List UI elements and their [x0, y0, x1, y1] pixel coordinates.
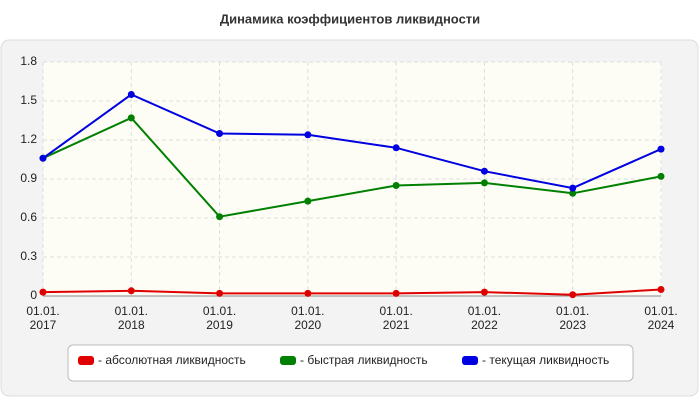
- x-tick-label: 01.01. 2019: [202, 304, 237, 332]
- point: [304, 289, 312, 297]
- point: [657, 172, 665, 180]
- point: [127, 91, 135, 98]
- x-tick-label: 01.01. 2023: [556, 304, 590, 332]
- y-tick-label: 1.5: [20, 93, 37, 107]
- point: [657, 286, 665, 293]
- y-tick-label: 1.2: [20, 132, 37, 146]
- x-tick-label: 01.01. 2017: [26, 304, 60, 332]
- x-tick-label: 01.01. 2024: [644, 304, 678, 332]
- y-tick-label: 0.9: [20, 171, 37, 185]
- point: [569, 291, 577, 299]
- x-tick-label: 01.01. 2018: [114, 304, 148, 332]
- point: [480, 167, 488, 175]
- series-line: [42, 93, 662, 190]
- y-tick-label: 0.3: [20, 249, 37, 263]
- point: [392, 182, 400, 189]
- point: [304, 131, 312, 139]
- point: [39, 288, 47, 296]
- legend: [67, 344, 634, 382]
- point: [39, 154, 47, 162]
- point: [569, 184, 577, 192]
- point: [216, 213, 224, 221]
- point: [480, 288, 488, 296]
- legend-swatch: [280, 356, 296, 365]
- legend-swatch: [462, 356, 478, 365]
- point: [392, 144, 400, 152]
- x-tick-label: 01.01. 2021: [379, 304, 413, 332]
- y-tick-label: 0: [30, 288, 37, 302]
- x-tick-label: 01.01. 2020: [291, 304, 325, 332]
- point: [392, 289, 400, 297]
- point: [216, 289, 224, 297]
- x-tick-label: 01.01. 2022: [467, 304, 502, 332]
- series-line: [42, 116, 662, 218]
- point: [127, 287, 135, 295]
- point: [569, 189, 577, 197]
- legend-label: - абсолютная ликвидность: [98, 353, 246, 367]
- legend-swatch: [78, 356, 94, 365]
- point: [304, 197, 312, 205]
- point: [480, 179, 488, 187]
- point: [216, 130, 224, 137]
- chart-title: Динамика коэффициентов ликвидности: [220, 11, 480, 26]
- legend-label: - быстрая ликвидность: [300, 353, 428, 367]
- point: [657, 145, 665, 153]
- series-line: [42, 288, 662, 296]
- legend-label: - текущая ликвидность: [482, 353, 609, 367]
- y-tick-label: 1.8: [20, 54, 37, 68]
- y-tick-label: 0.6: [20, 210, 37, 224]
- point: [127, 114, 135, 122]
